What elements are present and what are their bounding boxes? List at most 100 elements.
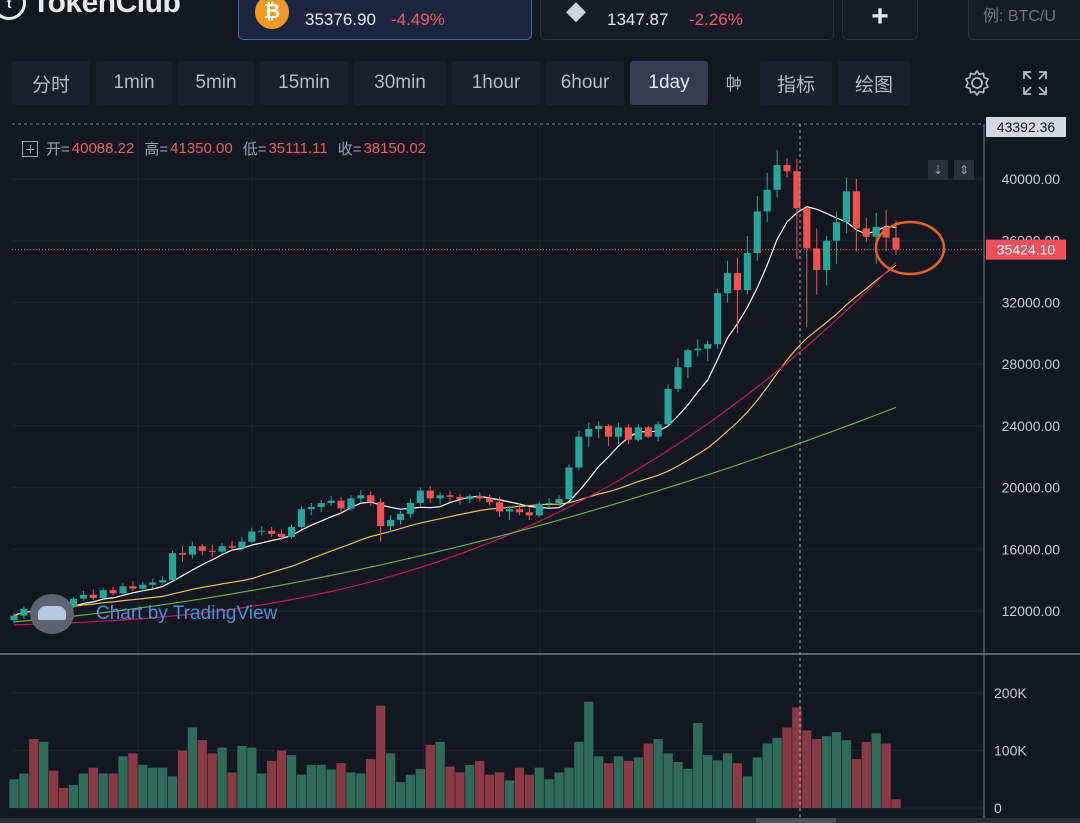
scale-toggle-icon[interactable]: ⇕ xyxy=(954,160,974,180)
fullscreen-icon[interactable] xyxy=(1006,60,1064,106)
drawing-button[interactable]: 绘图 xyxy=(838,61,910,105)
candle-body xyxy=(664,388,672,425)
candle-body xyxy=(624,427,632,440)
candle-body xyxy=(198,546,206,551)
collapse-legend-icon[interactable] xyxy=(22,140,38,157)
current-price-box xyxy=(986,239,1066,260)
candle-body xyxy=(357,495,365,499)
candle-body xyxy=(773,165,781,190)
ticker-change: -2.26% xyxy=(689,10,743,29)
volume-bar xyxy=(108,773,118,808)
candle-body xyxy=(367,495,375,503)
ticker-btc[interactable]: ₿ 35376.90 -4.49% xyxy=(238,0,532,40)
volume-bar xyxy=(19,773,29,808)
interval-tab-15min[interactable]: 15min xyxy=(260,61,348,105)
volume-bar xyxy=(326,769,336,808)
volume-bar xyxy=(455,772,465,808)
candle-body xyxy=(892,237,900,250)
candle-body xyxy=(347,498,355,509)
candle-body xyxy=(852,191,860,229)
candle-body xyxy=(426,490,434,499)
volume-bar xyxy=(881,743,891,808)
volume-bar xyxy=(276,750,287,808)
indicators-button[interactable]: 指标 xyxy=(760,61,832,105)
high-value: 41350.00 xyxy=(170,140,233,157)
volume-bar xyxy=(514,767,525,808)
interval-tab-30min[interactable]: 30min xyxy=(354,61,446,105)
volume-bar xyxy=(177,750,188,808)
ohlc-legend: 开= 40088.22 高= 41350.00 低= 35111.11 收= 3… xyxy=(22,138,436,159)
volume-bar xyxy=(821,736,832,808)
app-logo[interactable]: t TokenClub xyxy=(0,0,181,20)
tradingview-watermark[interactable]: Chart by TradingView xyxy=(30,594,277,634)
interval-tab-1hour[interactable]: 1hour xyxy=(452,61,540,105)
volume-bar xyxy=(752,757,762,808)
candle-body xyxy=(139,584,147,589)
candle-body xyxy=(823,240,831,271)
volume-bar xyxy=(732,763,743,808)
interval-tab-1min[interactable]: 1min xyxy=(96,61,172,105)
candle-body xyxy=(575,436,583,468)
settings-icon[interactable] xyxy=(948,60,1006,106)
ethereum-icon: ◆ xyxy=(566,0,586,25)
close-value: 38150.02 xyxy=(363,140,427,157)
volume-bar xyxy=(267,760,277,808)
ticker-eth[interactable]: ◆ 1347.87 -2.26% xyxy=(540,0,834,40)
tradingview-logo-icon xyxy=(30,594,74,634)
candle-body xyxy=(317,503,325,507)
volume-bar xyxy=(356,773,366,808)
volume-bar xyxy=(623,760,634,808)
top-bar: t TokenClub ₿ 35376.90 -4.49% ◆ 1347.87 … xyxy=(0,0,1080,46)
candle-body xyxy=(644,427,652,437)
candle-body xyxy=(694,348,702,351)
candle-body xyxy=(307,506,315,510)
volume-bar xyxy=(425,744,435,808)
interval-tab-timeline[interactable]: 分时 xyxy=(12,61,90,105)
candle-body xyxy=(446,495,454,497)
candle-body xyxy=(89,594,97,598)
volume-bar xyxy=(594,756,604,808)
candle-body xyxy=(545,503,553,504)
candle-body xyxy=(535,503,543,516)
candle-body xyxy=(337,500,345,509)
interval-toolbar: 分时 1min 5min 15min 30min 1hour 6hour 1da… xyxy=(12,60,916,106)
volume-bar xyxy=(613,756,624,808)
candlestick-icon[interactable] xyxy=(714,61,754,105)
volume-bar xyxy=(534,767,544,808)
volume-bar xyxy=(286,755,297,808)
candle-body xyxy=(238,541,246,548)
add-ticker-button[interactable]: + xyxy=(842,0,918,40)
chart-tools xyxy=(948,60,1064,106)
top-price-box xyxy=(986,117,1066,137)
candle-body xyxy=(704,344,712,349)
candle-body xyxy=(228,546,236,548)
scroll-down-icon[interactable]: ⇣ xyxy=(928,160,948,180)
candle-body xyxy=(208,550,216,552)
volume-bar xyxy=(722,753,733,808)
candle-body xyxy=(466,496,474,500)
search-input[interactable] xyxy=(968,0,1080,40)
volume-bar xyxy=(485,774,495,808)
volume-bar xyxy=(336,763,346,808)
candle-body xyxy=(842,191,851,223)
volume-bar xyxy=(891,799,901,808)
volume-bar xyxy=(435,741,445,808)
volume-bar xyxy=(9,779,19,808)
volume-bar xyxy=(296,774,307,808)
interval-tab-1day[interactable]: 1day xyxy=(630,61,708,105)
volume-bar xyxy=(167,776,178,808)
volume-bar xyxy=(633,757,643,808)
interval-tab-6hour[interactable]: 6hour xyxy=(546,61,624,105)
volume-axis-label: 0 xyxy=(994,800,1002,816)
candle-body xyxy=(387,519,395,527)
volume-bar xyxy=(138,764,148,808)
ticker-change: -4.49% xyxy=(391,10,445,29)
candle-body xyxy=(456,496,464,500)
volume-bar xyxy=(564,767,574,808)
candle-body xyxy=(763,189,771,212)
interval-tab-5min[interactable]: 5min xyxy=(178,61,254,105)
volume-bar xyxy=(88,767,98,808)
top-price-label: 43392.36 xyxy=(997,119,1056,135)
volume-axis-label: 200K xyxy=(994,685,1027,701)
